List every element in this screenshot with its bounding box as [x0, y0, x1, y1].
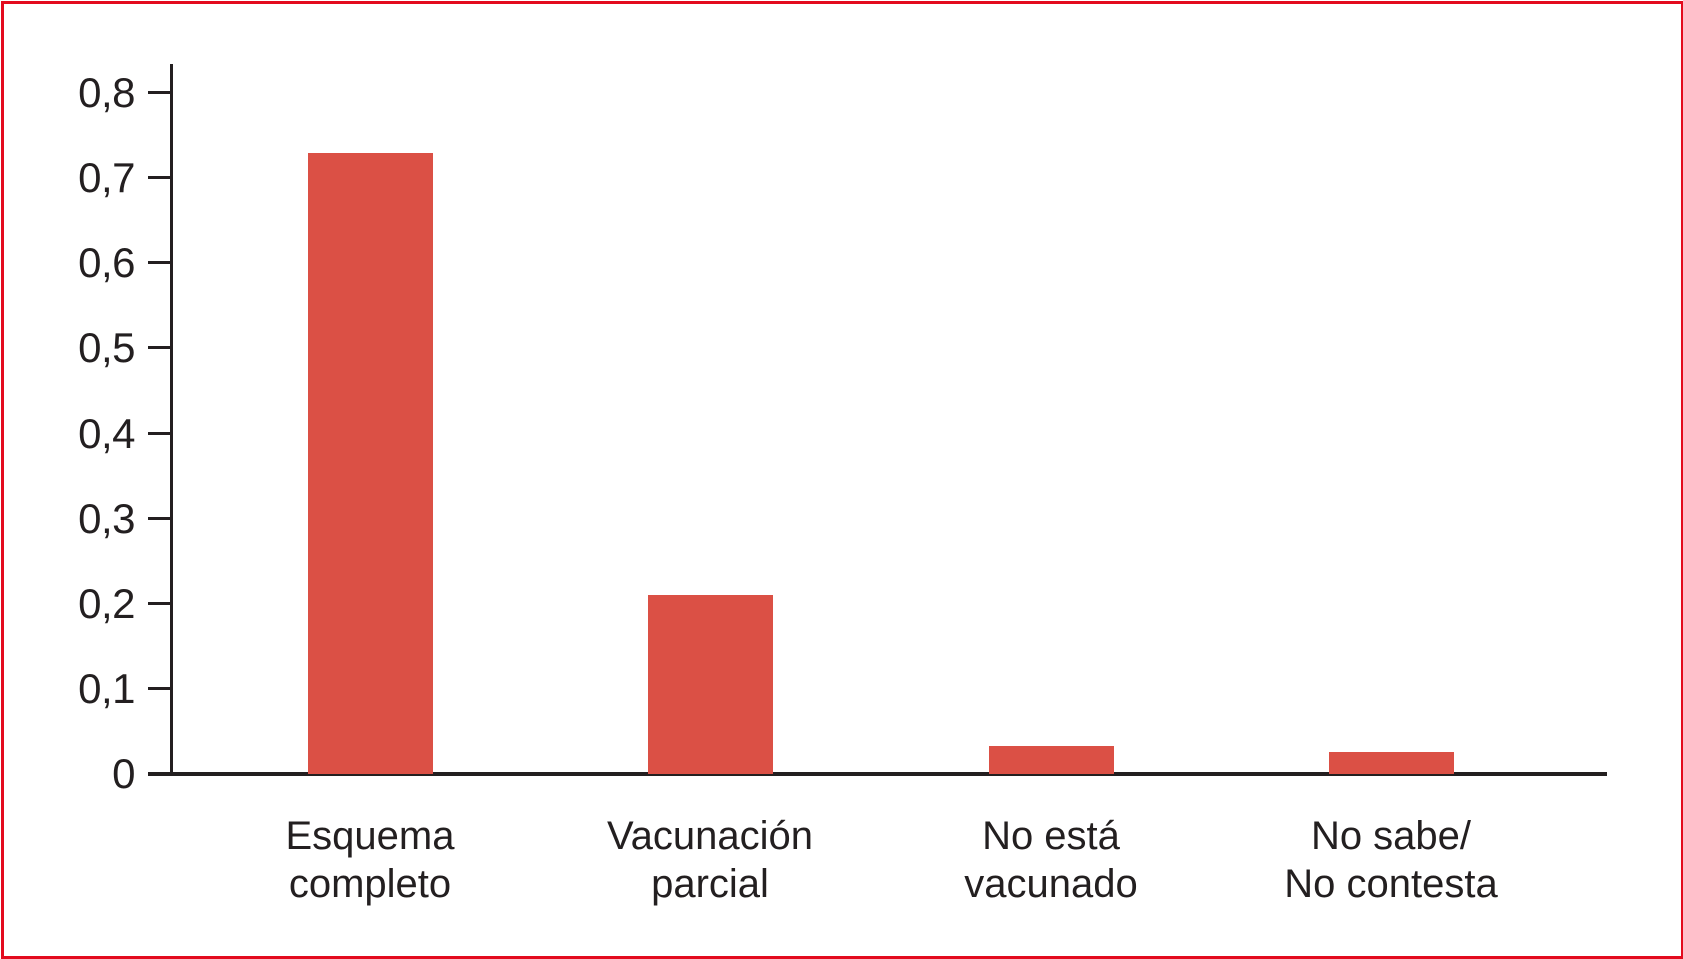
y-tick-label: 0	[112, 750, 135, 797]
y-tick-label: 0,1	[78, 665, 135, 712]
y-tick-mark	[148, 432, 170, 435]
y-tick-mark	[148, 517, 170, 520]
y-tick-mark	[148, 346, 170, 349]
x-axis-label-line: Esquema	[285, 814, 455, 858]
x-axis-label: Esquema completo	[150, 812, 590, 908]
x-axis-label-line: Vacunación	[606, 814, 814, 858]
x-axis-label: No está vacunado	[831, 812, 1271, 908]
y-tick-label: 0,8	[78, 69, 135, 116]
x-axis-label: Vacunación parcial	[490, 812, 930, 908]
y-tick-mark	[148, 261, 170, 264]
y-tick-mark	[148, 602, 170, 605]
bar-no-está-vacunado	[988, 746, 1114, 774]
x-axis-label: No sabe/No contesta	[1171, 812, 1611, 908]
bar-esquema-completo	[307, 153, 433, 774]
x-axis-label-line: vacunado	[964, 862, 1138, 906]
y-tick-mark	[148, 687, 170, 690]
y-tick-label: 0,6	[78, 239, 135, 286]
y-tick-label: 0,2	[78, 580, 135, 627]
y-tick-label: 0,7	[78, 154, 135, 201]
y-tick-label: 0,4	[78, 410, 135, 457]
x-axis-label-line: parcial	[651, 862, 769, 906]
x-axis-label-line: No contesta	[1284, 862, 1498, 906]
x-axis-label-line: No está	[982, 814, 1120, 858]
y-tick-mark	[148, 91, 170, 94]
x-axis-label-line: No sabe/	[1310, 814, 1472, 858]
bar-no-sabe-no-contesta	[1328, 752, 1454, 774]
y-tick-mark	[148, 176, 170, 179]
x-axis-label-line: completo	[288, 862, 452, 906]
x-axis-line	[148, 772, 1607, 776]
bar-vacunación-parcial	[647, 595, 773, 774]
y-tick-label: 0,5	[78, 324, 135, 371]
y-axis-line	[170, 64, 173, 776]
y-tick-label: 0,3	[78, 495, 135, 542]
